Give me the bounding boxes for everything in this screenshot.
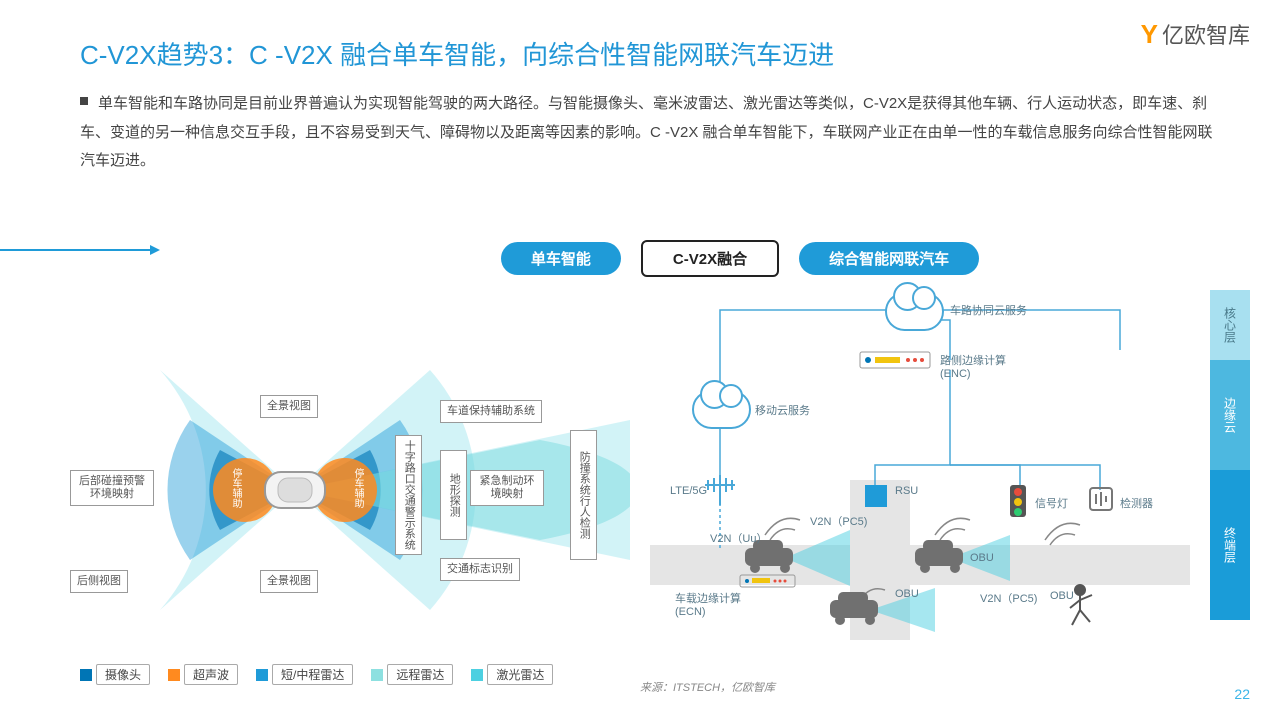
cloud-mobile bbox=[692, 390, 751, 429]
label-enc: 路侧边缘计算 (ENC) bbox=[940, 352, 1006, 380]
single-vehicle-diagram: 后部碰撞预警环境映射 后侧视图 全景视图 全景视图 停车辅助 停车辅助 十字路口… bbox=[70, 300, 630, 630]
source-text: 来源：ITSTECH，亿欧智库 bbox=[640, 679, 775, 695]
box-cross: 十字路口交通警示系统 bbox=[395, 435, 422, 555]
box-brake: 紧急制动环境映射 bbox=[470, 470, 544, 506]
label-light: 信号灯 bbox=[1035, 495, 1068, 511]
label-mobile-cloud: 移动云服务 bbox=[755, 402, 810, 418]
label-v2n-uu: V2N（Uu） bbox=[710, 530, 767, 546]
box-pano-bot: 全景视图 bbox=[260, 570, 318, 593]
label-obu1: OBU bbox=[895, 588, 919, 600]
label-obu3: OBU bbox=[1050, 590, 1074, 602]
pill-left: 单车智能 bbox=[501, 242, 621, 275]
box-pano-top: 全景视图 bbox=[260, 395, 318, 418]
label-v2n-pc5-2: V2N（PC5) bbox=[980, 590, 1037, 606]
brand-logo: Y亿欧智库 bbox=[1141, 18, 1250, 50]
pill-mid: C-V2X融合 bbox=[641, 240, 779, 277]
legend-item: 远程雷达 bbox=[371, 664, 453, 685]
box-terrain: 地形探测 bbox=[440, 450, 467, 540]
box-lane: 车道保持辅助系统 bbox=[440, 400, 542, 423]
label-park-l: 停车辅助 bbox=[228, 468, 243, 508]
box-rear: 后部碰撞预警环境映射 bbox=[70, 470, 154, 506]
legend: 摄像头 超声波 短/中程雷达 远程雷达 激光雷达 bbox=[80, 664, 553, 685]
pill-right: 综合智能网联汽车 bbox=[799, 242, 979, 275]
label-v2n-pc5: V2N（PC5) bbox=[810, 513, 867, 529]
network-lines bbox=[650, 290, 1190, 640]
box-ped: 防撞系统行人检测 bbox=[570, 430, 597, 560]
cloud-coop bbox=[885, 292, 944, 331]
sensor-arcs bbox=[70, 300, 630, 630]
page-number: 22 bbox=[1234, 686, 1250, 702]
box-rearview: 后侧视图 bbox=[70, 570, 128, 593]
layer-core: 核心层 bbox=[1210, 290, 1250, 360]
layer-terminal: 终端层 bbox=[1210, 470, 1250, 620]
legend-item: 激光雷达 bbox=[471, 664, 553, 685]
label-coop-cloud: 车路协同云服务 bbox=[950, 302, 1027, 318]
legend-item: 摄像头 bbox=[80, 664, 150, 685]
diagram-header: 单车智能 C-V2X融合 综合智能网联汽车 bbox=[0, 240, 1280, 277]
layer-edge: 边缘云 bbox=[1210, 360, 1250, 470]
slide-title: C-V2X趋势3：C -V2X 融合单车智能，向综合性智能网联汽车迈进 bbox=[80, 35, 834, 72]
label-ecn: 车载边缘计算 (ECN) bbox=[675, 590, 741, 618]
body-paragraph: 单车智能和车路协同是目前业界普遍认为实现智能驾驶的两大路径。与智能摄像头、毫米波… bbox=[80, 90, 1220, 176]
box-sign: 交通标志识别 bbox=[440, 558, 520, 581]
network-diagram: 车路协同云服务 移动云服务 路侧边缘计算 (ENC) LTE/5G RSU 信号… bbox=[650, 290, 1190, 640]
legend-item: 短/中程雷达 bbox=[256, 664, 353, 685]
legend-item: 超声波 bbox=[168, 664, 238, 685]
label-lte: LTE/5G bbox=[670, 485, 707, 497]
label-park-r: 停车辅助 bbox=[350, 468, 365, 508]
label-rsu: RSU bbox=[895, 485, 918, 497]
layer-bar: 核心层 边缘云 终端层 bbox=[1210, 290, 1250, 620]
label-detector: 检测器 bbox=[1120, 495, 1153, 511]
label-obu2: OBU bbox=[970, 552, 994, 564]
